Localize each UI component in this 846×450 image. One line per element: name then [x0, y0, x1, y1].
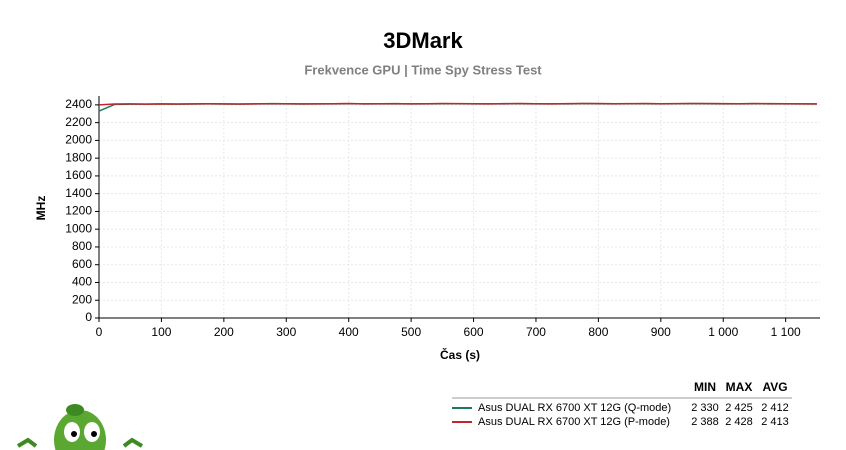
- x-tick-label: 200: [214, 325, 234, 339]
- y-tick-label: 1000: [65, 221, 92, 235]
- y-tick-label: 2000: [65, 133, 92, 147]
- series-line: [98, 102, 817, 106]
- x-tick-label: 1 100: [771, 325, 801, 339]
- x-tick-label: 100: [151, 325, 171, 339]
- x-axis-label: Čas (s): [440, 347, 480, 362]
- legend-stat: 2 412: [761, 402, 789, 414]
- mascot: [16, 404, 144, 450]
- x-tick-label: 500: [401, 325, 421, 339]
- y-tick-label: 1400: [65, 186, 92, 200]
- x-tick-label: 300: [276, 325, 296, 339]
- chart-subtitle: Frekvence GPU | Time Spy Stress Test: [304, 62, 542, 77]
- x-tick-label: 700: [526, 325, 546, 339]
- x-tick-label: 900: [651, 325, 671, 339]
- chart-title: 3DMark: [383, 28, 463, 53]
- y-tick-label: 2200: [65, 115, 92, 129]
- legend-stat: 2 425: [725, 402, 753, 414]
- legend-stat: 2 428: [725, 416, 753, 428]
- y-tick-label: 400: [72, 275, 92, 289]
- y-tick-label: 0: [85, 310, 92, 324]
- y-tick-label: 1800: [65, 150, 92, 164]
- plot-area: [99, 96, 820, 318]
- legend-header: MAX: [726, 380, 753, 394]
- y-tick-label: 2400: [65, 97, 92, 111]
- y-tick-label: 600: [72, 257, 92, 271]
- x-tick-label: 400: [339, 325, 359, 339]
- legend-header: AVG: [762, 380, 787, 394]
- legend-stat: 2 388: [691, 416, 719, 428]
- y-tick-label: 1600: [65, 168, 92, 182]
- y-axis-label: MHz: [34, 196, 48, 221]
- x-tick-label: 800: [588, 325, 608, 339]
- legend-header: MIN: [694, 380, 716, 394]
- legend-label: Asus DUAL RX 6700 XT 12G (Q-mode): [478, 402, 671, 414]
- x-tick-label: 0: [96, 325, 103, 339]
- y-tick-label: 1200: [65, 204, 92, 218]
- legend-stat: 2 413: [761, 416, 789, 428]
- y-tick-label: 800: [72, 239, 92, 253]
- y-tick-label: 200: [72, 292, 92, 306]
- x-tick-label: 600: [464, 325, 484, 339]
- x-tick-label: 1 000: [708, 325, 738, 339]
- legend-stat: 2 330: [691, 402, 719, 414]
- legend-label: Asus DUAL RX 6700 XT 12G (P-mode): [478, 416, 670, 428]
